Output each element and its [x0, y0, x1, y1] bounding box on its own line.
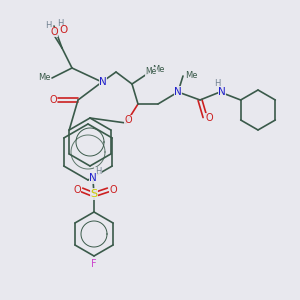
Text: H: H [95, 167, 101, 176]
Text: H: H [57, 20, 63, 28]
Text: O: O [60, 25, 68, 35]
Text: O: O [109, 185, 117, 195]
Text: N: N [174, 87, 182, 97]
Text: O: O [124, 115, 132, 125]
Text: Me: Me [185, 71, 197, 80]
Text: F: F [91, 259, 97, 269]
Text: O: O [50, 27, 58, 37]
Text: Me: Me [146, 68, 157, 76]
Text: H: H [45, 20, 51, 29]
Text: O: O [205, 113, 213, 123]
Text: S: S [90, 189, 98, 199]
Text: N: N [99, 77, 107, 87]
Text: Me: Me [38, 74, 50, 82]
Text: Me: Me [152, 64, 164, 74]
Text: H: H [214, 79, 220, 88]
Text: N: N [89, 173, 97, 183]
Text: N: N [218, 87, 226, 97]
Text: O: O [49, 95, 57, 105]
Text: O: O [73, 185, 81, 195]
